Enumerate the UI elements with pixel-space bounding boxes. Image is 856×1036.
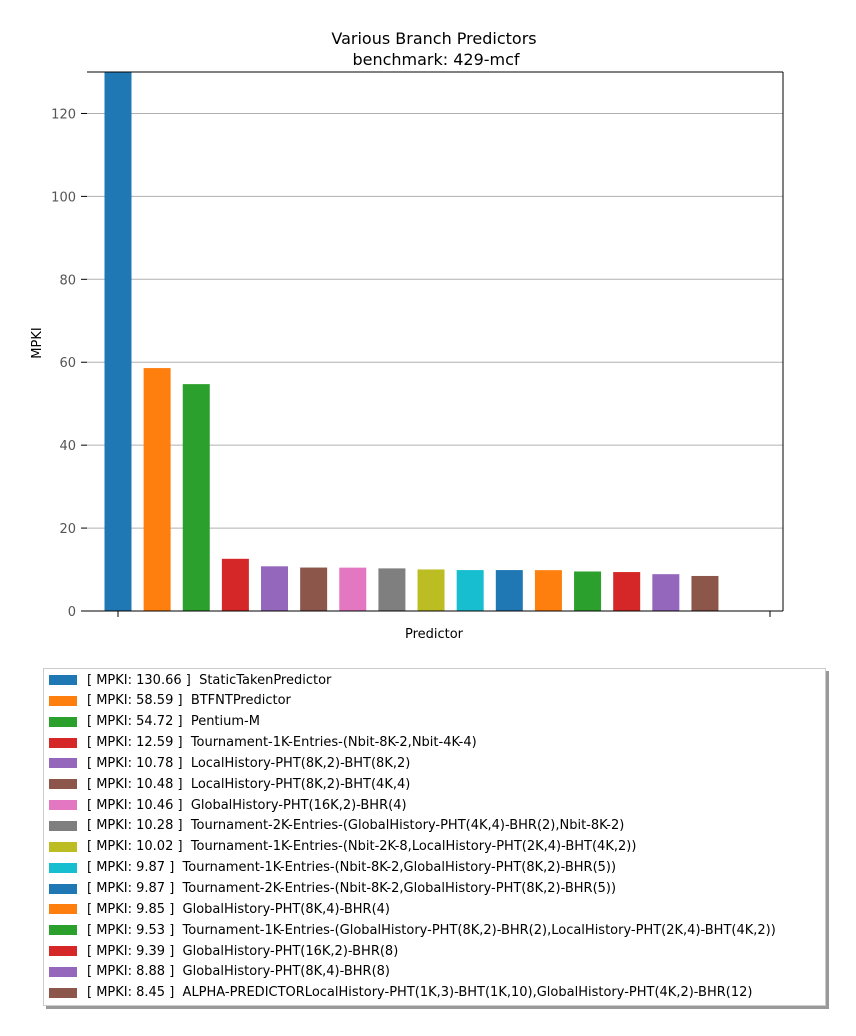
bar [104,72,132,611]
y-tick-label: 20 [59,522,76,537]
legend-entry: [ MPKI: 8.88 ] GlobalHistory-PHT(8K,4)-B… [44,962,390,982]
legend-swatch [49,716,77,727]
legend-entry: [ MPKI: 8.45 ] ALPHA-PREDICTORLocalHisto… [44,983,752,1003]
legend-swatch [49,862,77,873]
legend-entry: [ MPKI: 10.02 ] Tournament-1K-Entries-(N… [44,837,636,857]
legend-label: [ MPKI: 9.85 ] GlobalHistory-PHT(8K,4)-B… [87,901,390,917]
y-tick-label: 80 [59,273,76,288]
legend-label: [ MPKI: 9.87 ] Tournament-1K-Entries-(Nb… [87,860,617,876]
chart: Various Branch Predictors benchmark: 429… [30,29,784,642]
legend-label: [ MPKI: 9.87 ] Tournament-2K-Entries-(Nb… [87,881,617,896]
legend-swatch [49,820,77,831]
bar [261,566,289,611]
chart-title: Various Branch Predictors [331,29,536,48]
bar [339,567,367,611]
legend-entry: [ MPKI: 9.39 ] GlobalHistory-PHT(16K,2)-… [44,941,398,961]
legend-label: [ MPKI: 8.88 ] GlobalHistory-PHT(8K,4)-B… [87,964,390,980]
y-tick-label: 40 [59,439,76,454]
legend-entry: [ MPKI: 10.46 ] GlobalHistory-PHT(16K,2)… [44,795,407,815]
legend-label: [ MPKI: 10.78 ] LocalHistory-PHT(8K,2)-B… [87,755,411,771]
legend-entry: [ MPKI: 9.53 ] Tournament-1K-Entries-(Gl… [44,920,776,940]
chart-subtitle: benchmark: 429-mcf [352,50,519,69]
y-tick-label: 120 [51,107,76,122]
bar [378,568,406,611]
legend: [ MPKI: 130.66 ] StaticTakenPredictor [ M… [43,668,826,1006]
legend-swatch [49,987,77,998]
legend-entry: [ MPKI: 58.59 ] BTFNTPredictor [44,691,291,711]
legend-label: [ MPKI: 58.59 ] BTFNTPredictor [87,693,291,709]
bar [456,570,484,611]
legend-label: [ MPKI: 54.72 ] Pentium-M [87,714,260,730]
legend-swatch [49,800,77,811]
legend-swatch [49,675,77,685]
bar [691,575,719,611]
legend-swatch [49,883,77,894]
legend-entry: [ MPKI: 12.59 ] Tournament-1K-Entries-(N… [44,733,477,753]
legend-label: [ MPKI: 8.45 ] ALPHA-PREDICTORLocalHisto… [87,985,753,1001]
legend-swatch [49,841,77,852]
legend-label: [ MPKI: 10.28 ] Tournament-2K-Entries-(G… [87,818,625,834]
bars [104,72,719,611]
legend-entry: [ MPKI: 130.66 ] StaticTakenPredictor [44,670,331,690]
legend-entry: [ MPKI: 9.87 ] Tournament-2K-Entries-(Nb… [44,879,616,899]
y-tick-label: 100 [51,190,76,205]
legend-swatch [49,758,77,769]
x-axis-label: Predictor [405,627,464,642]
legend-swatch [49,966,77,977]
legend-label: [ MPKI: 130.66 ] StaticTakenPredictor [87,672,332,688]
legend-entry: [ MPKI: 10.78 ] LocalHistory-PHT(8K,2)-B… [44,753,410,773]
legend-label: [ MPKI: 12.59 ] Tournament-1K-Entries-(N… [87,735,477,751]
bar [574,571,602,611]
bar [534,570,562,611]
bar [143,368,171,611]
bar [182,384,210,611]
bar [300,567,328,611]
bar [652,574,680,611]
legend-entry: [ MPKI: 10.28 ] Tournament-2K-Entries-(G… [44,816,624,836]
legend-label: [ MPKI: 10.02 ] Tournament-1K-Entries-(N… [87,839,637,855]
bar [613,572,641,611]
legend-swatch [49,925,77,936]
legend-swatch [49,737,77,748]
legend-label: [ MPKI: 10.48 ] LocalHistory-PHT(8K,2)-B… [87,776,411,792]
y-tick-label: 60 [59,356,76,371]
legend-entry: [ MPKI: 9.85 ] GlobalHistory-PHT(8K,4)-B… [44,899,390,919]
legend-entry: [ MPKI: 54.72 ] Pentium-M [44,712,260,732]
y-tick-label: 0 [68,605,76,620]
axes: 0 20 40 60 80 100 120 [51,71,784,620]
legend-entry: [ MPKI: 10.48 ] LocalHistory-PHT(8K,2)-B… [44,774,410,794]
legend-label: [ MPKI: 10.46 ] GlobalHistory-PHT(16K,2)… [87,797,407,813]
bar [417,569,445,611]
legend-swatch [49,779,77,790]
legend-label: [ MPKI: 9.53 ] Tournament-1K-Entries-(Gl… [87,922,776,938]
y-axis-label: MPKI [30,327,45,358]
legend-entry: [ MPKI: 9.87 ] Tournament-1K-Entries-(Nb… [44,858,616,878]
legend-label: [ MPKI: 9.39 ] GlobalHistory-PHT(16K,2)-… [87,943,399,959]
legend-swatch [49,904,77,915]
legend-swatch [49,695,77,706]
bar [495,570,523,611]
bar [221,558,249,611]
legend-swatch [49,946,77,957]
